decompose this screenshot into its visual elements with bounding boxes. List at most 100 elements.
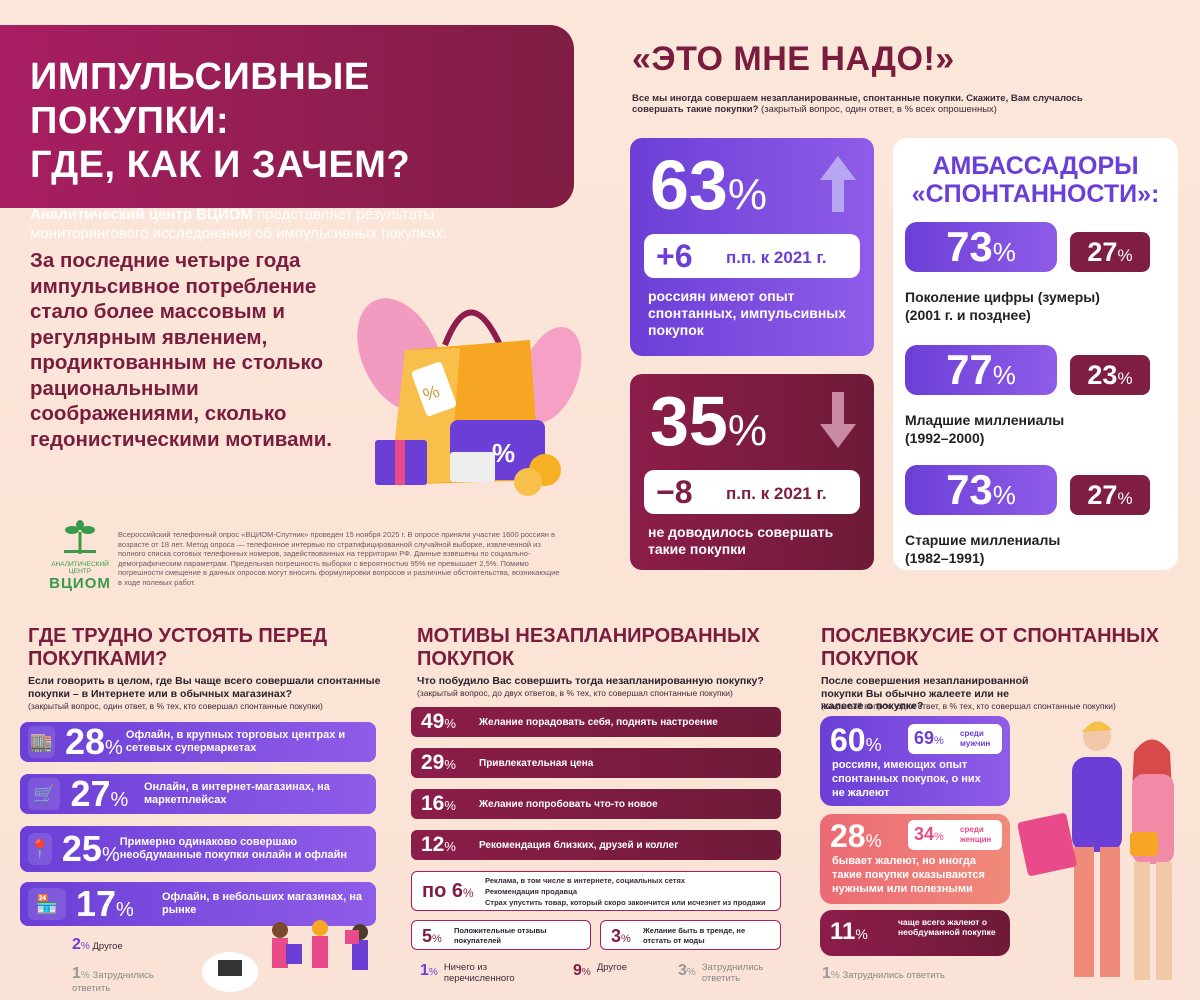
after-sometimes: 28% 34% среди женщин бывает жалеют, но и… (820, 814, 1010, 904)
where-item-text: Офлайн, в крупных торговых центрах и сет… (125, 729, 346, 754)
where-other-unit: % (80, 941, 90, 952)
yes-change-pill: +6 п.п. к 2021 г. (644, 234, 860, 278)
ambassador-label: Поколение цифры (зумеры) (2001 г. и поздн… (905, 288, 1165, 324)
motive-foot-unit: % (581, 967, 591, 978)
ambassador-label: Младшие миллениалы (1992–2000) (905, 411, 1165, 447)
ambassador-no-value: 27 (1087, 480, 1118, 510)
where-item: 📍 25% Примерно одинаково совершаю необду… (20, 826, 376, 872)
need-question-note: (закрытый вопрос, один ответ, в % всех о… (761, 104, 997, 115)
motive-value: 12% (421, 833, 479, 857)
ambassador-label-text: Старшие миллениалы (905, 532, 1061, 548)
after-sometimes-value: 28% (830, 818, 882, 855)
where-item-unit: % (110, 789, 129, 811)
motive-number: 12 (421, 833, 445, 856)
where-item-unit: % (104, 737, 123, 759)
yes-change-value: +6 (656, 238, 693, 274)
motive-value: 16% (421, 792, 479, 816)
no-number: 35 (650, 382, 728, 460)
where-hard-unit: % (80, 970, 90, 981)
motive-unit: % (444, 839, 456, 854)
women-label: среди женщин (960, 825, 992, 844)
after-hard: 1% Затруднились ответить (822, 965, 945, 983)
motive-foot-number: 9 (573, 962, 582, 979)
shopping-bag-illustration: % % (357, 298, 582, 496)
subtitle: Аналитический центр ВЦИОМ представляет р… (30, 205, 554, 243)
motives-note: (закрытый вопрос, до двух ответов, в % т… (417, 688, 733, 698)
yes-unit: % (727, 170, 767, 219)
motive-foot-value: 1% (420, 962, 438, 984)
small-shop-icon: 🏪 (28, 888, 66, 920)
group6-unit: % (462, 886, 474, 900)
motive-foot: 3% Затруднились ответить (678, 962, 788, 984)
motive-foot-unit: % (686, 967, 696, 978)
after-regret-number: 11 (830, 918, 856, 945)
ambassador-yes: 77% (905, 345, 1057, 395)
mall-icon: 🏬 (28, 726, 55, 758)
where-question: Если говорить в целом, где Вы чаще всего… (28, 675, 381, 700)
motive-number: 49 (421, 710, 445, 733)
motive-small-unit: % (432, 933, 442, 945)
svg-text:%: % (492, 438, 515, 468)
after-no-regret-unit: % (865, 735, 882, 755)
group6-item: Рекомендация продавца (485, 887, 577, 896)
logo-name: ВЦИОМ (49, 575, 111, 592)
where-item-text: Онлайн, в интернет-магазинах, на маркетп… (143, 781, 330, 806)
where-hard-text: Затруднились ответить (72, 970, 154, 994)
ambassadors-panel: АМБАССАДОРЫ «СПОНТАННОСТИ»: 73% 27% Покол… (893, 138, 1178, 570)
after-no-regret-value: 60% (830, 722, 882, 759)
ambassador-no-value: 27 (1087, 237, 1118, 267)
motives-heading: МОТИВЫ НЕЗАПЛАНИРОВАННЫХ ПОКУПОК (417, 625, 760, 670)
motive-small-unit: % (621, 933, 631, 945)
no-card: 35% −8 п.п. к 2021 г. не доводилось сове… (630, 374, 874, 570)
ambassador-no: 27% (1070, 475, 1150, 515)
where-item-text: Примерно одинаково совершаю необдуманные… (119, 836, 348, 861)
group6-number: по 6 (422, 880, 463, 902)
men-label: среди мужчин (960, 729, 991, 748)
after-sometimes-unit: % (865, 831, 882, 851)
yes-change-unit: п.п. к 2021 г. (726, 248, 827, 267)
where-item: 🏬 28% Офлайн, в крупных торговых центрах… (20, 721, 376, 762)
where-hard-number: 1 (72, 965, 81, 982)
page-title: ИМПУЛЬСИВНЫЕ ПОКУПКИ: ГДЕ, КАК И ЗАЧЕМ? (30, 55, 554, 187)
where-item-value: 25% (62, 828, 120, 870)
motive-unit: % (444, 757, 456, 772)
where-other-value: 2% (72, 936, 90, 953)
location-pin-icon: 📍 (28, 833, 52, 865)
motive-small-number: 3 (611, 926, 622, 946)
where-item-number: 17 (76, 883, 117, 924)
ambassador-yes: 73% (905, 465, 1057, 515)
no-change-unit: п.п. к 2021 г. (726, 484, 827, 503)
no-value: 35% (650, 386, 767, 456)
ambassador-label-years: (1982–1991) (905, 550, 985, 566)
ambassador-yes-unit: % (992, 237, 1016, 267)
group6-item: Страх упустить товар, который скоро зако… (485, 898, 766, 907)
need-heading: «ЭТО МНЕ НАДО!» (632, 40, 955, 78)
men-value: 69% (914, 728, 944, 749)
where-other: 2% Другое (72, 936, 123, 954)
where-item: 🛒 27% Онлайн, в интернет-магазинах, на м… (20, 773, 376, 815)
motive-unit: % (444, 798, 456, 813)
yes-label: россиян имеют опыт спонтанных, импульсив… (648, 288, 847, 338)
motive-number: 16 (421, 792, 445, 815)
where-item-value: 27% (70, 773, 144, 815)
motive-foot-value: 9% (573, 962, 591, 980)
motive-text: Желание попробовать что-то новое (479, 798, 658, 810)
after-note: (закрытый вопрос, один ответ, в % тех, к… (821, 701, 1116, 711)
logo-subtitle: АНАЛИТИЧЕСКИЙ ЦЕНТР (51, 561, 109, 575)
group6-list: Реклама, в том числе в интернете, социал… (485, 875, 780, 908)
ambassador-no: 23% (1070, 355, 1150, 395)
motive-number: 29 (421, 751, 445, 774)
motive-unit: % (444, 716, 456, 731)
after-regret-unit: % (855, 926, 868, 942)
after-hard-text: Затруднились ответить (842, 970, 945, 981)
motive-foot: 1% Ничего из перечисленного (420, 962, 560, 984)
ambassador-label-text: Поколение цифры (зумеры) (905, 289, 1100, 305)
arrow-down-icon (820, 392, 856, 448)
shoppers-illustration (202, 920, 368, 992)
motive-foot: 9% Другое (573, 962, 627, 980)
motive-item: 12% Рекомендация близких, друзей и коллег (411, 830, 781, 860)
after-no-regret-text: россиян, имеющих опыт спонтанных покупок… (832, 759, 981, 799)
tree-icon (64, 520, 96, 554)
where-hard-value: 1% (72, 965, 90, 982)
need-question-text: Все мы иногда совершаем незапланированны… (632, 93, 1083, 115)
